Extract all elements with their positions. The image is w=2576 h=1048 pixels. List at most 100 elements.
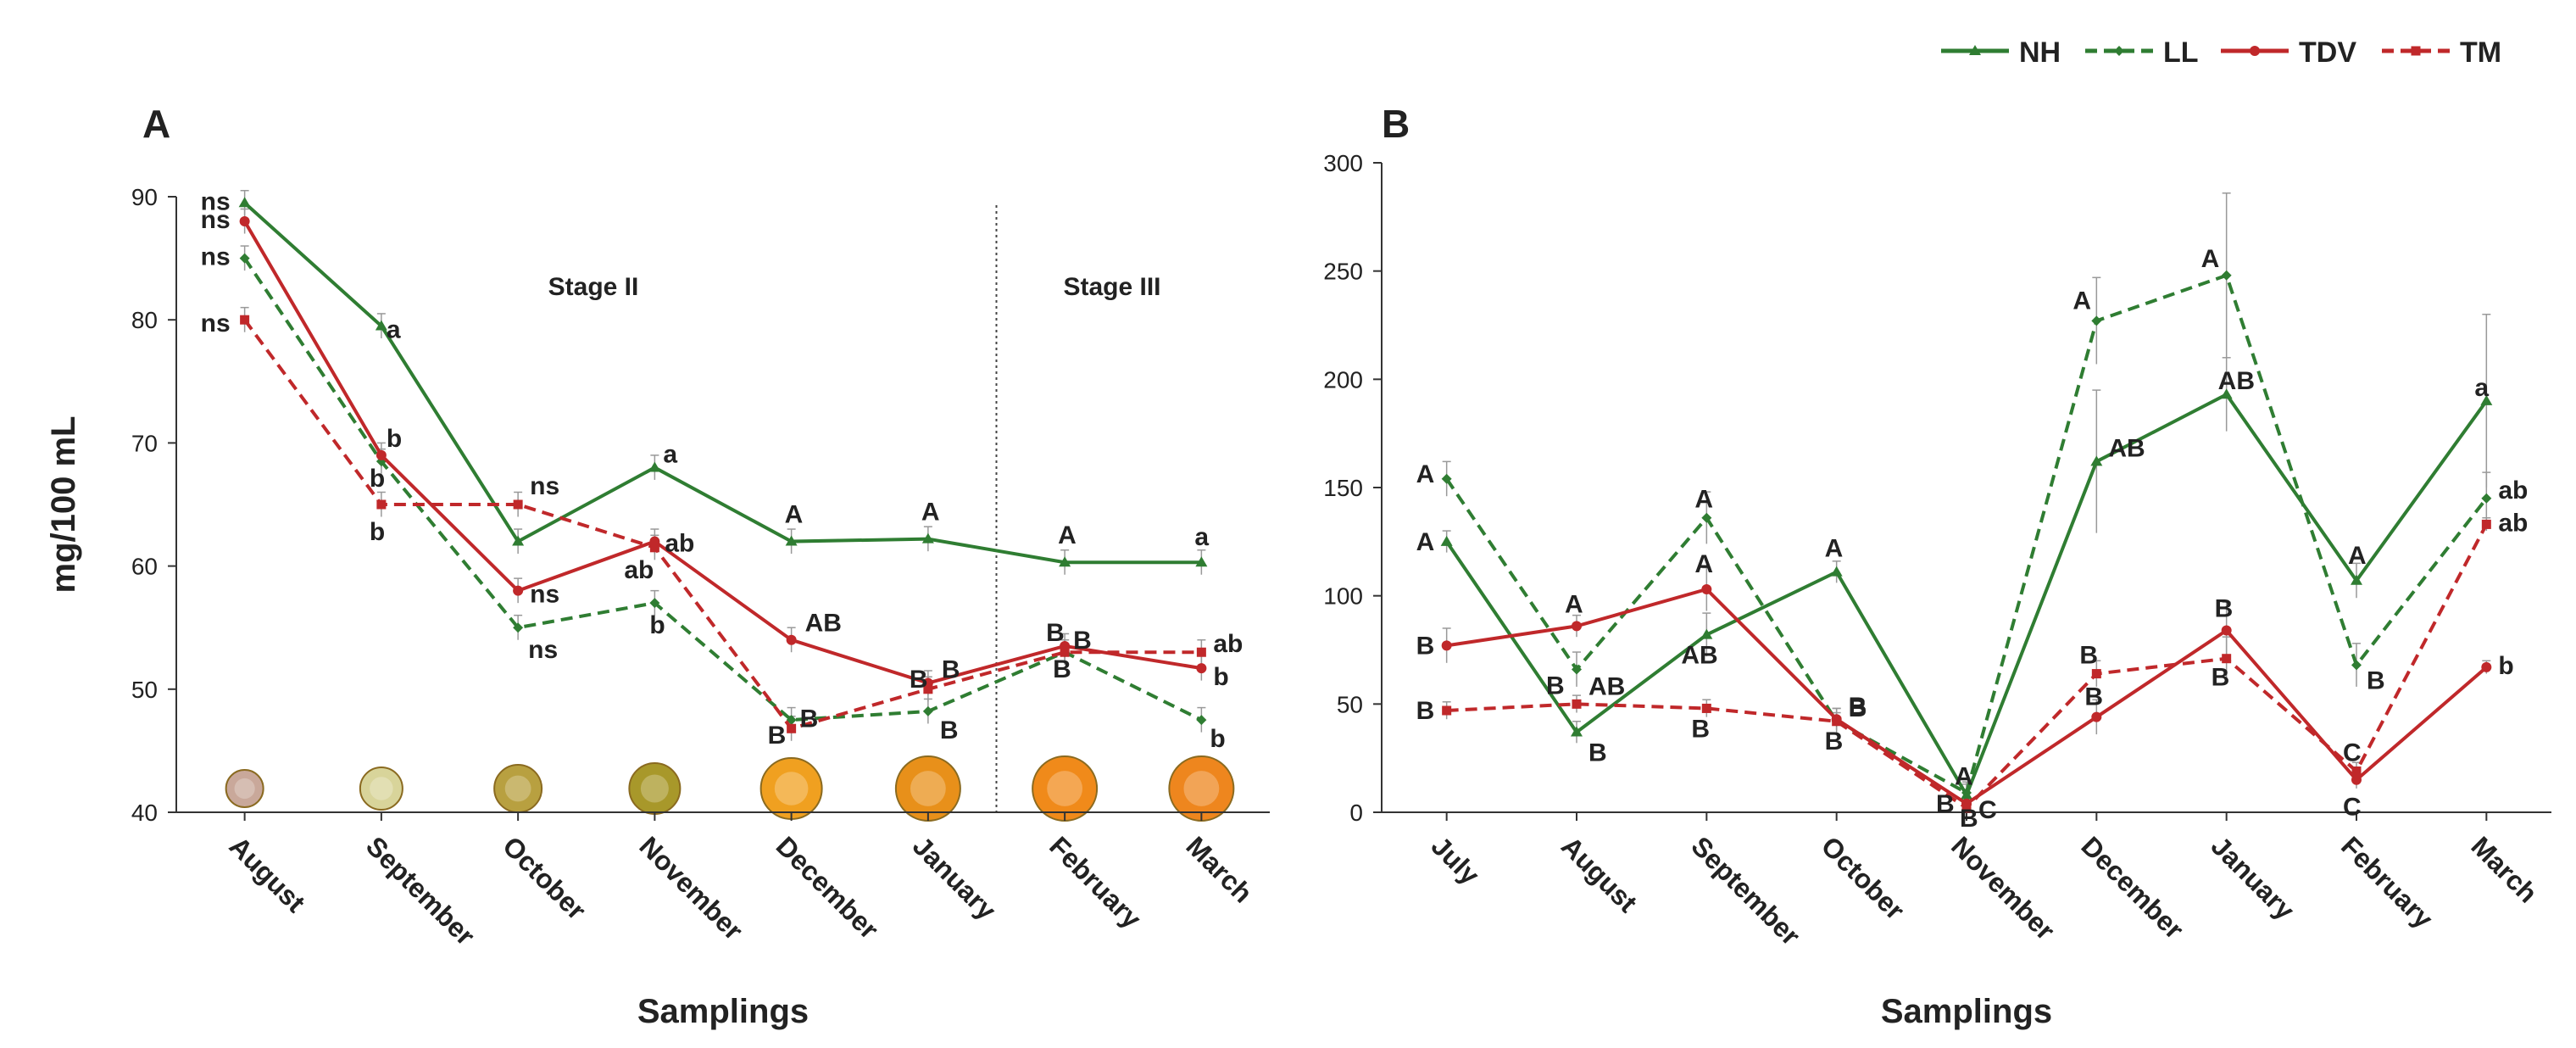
data-point-ll: [2221, 270, 2232, 281]
data-label-ll: b: [370, 465, 385, 493]
data-label-tm: B: [910, 666, 928, 694]
fruit-photo: [1032, 755, 1099, 822]
y-tick-label: 200: [1323, 366, 1363, 393]
data-point-nh: [2220, 388, 2233, 399]
series-line-tm: [243, 319, 1202, 731]
fruit-photo: [359, 766, 403, 811]
data-point-tdv: [513, 585, 524, 596]
legend-marker-tdv: [2250, 46, 2260, 56]
data-label-tm: B: [1849, 693, 1867, 721]
data-point-ll: [2091, 315, 2102, 326]
panel-b-label: B: [1382, 102, 1410, 146]
data-point-nh: [648, 461, 661, 472]
x-tick-label: February: [1043, 830, 1147, 934]
data-label-tm: B: [1960, 805, 1978, 833]
data-label-tdv: b: [2498, 652, 2513, 680]
x-tick-label: October: [1816, 830, 1911, 925]
data-label-nh: A: [1058, 521, 1077, 549]
data-label-tm: B: [2212, 664, 2230, 692]
series-line-nh: [1445, 392, 2488, 800]
y-tick-label: 40: [131, 800, 158, 826]
stage-ii-label: Stage II: [548, 273, 639, 301]
data-label-tm: B: [1073, 627, 1092, 655]
data-point-nh: [1195, 556, 1208, 567]
series-line-ll: [242, 257, 1203, 722]
data-point-tm: [1060, 647, 1070, 657]
fruit-photo-outer: [359, 766, 403, 811]
data-label-tdv: B: [2084, 683, 2103, 711]
data-point-tm: [2222, 654, 2232, 664]
data-label-ll: ns: [201, 243, 231, 271]
data-point-nh: [1440, 535, 1453, 546]
data-label-ll: AB: [1588, 672, 1625, 700]
stage-iii-label: Stage III: [1063, 273, 1160, 301]
data-point-nh: [375, 320, 387, 331]
data-label-tm: ab: [2498, 509, 2528, 537]
fruit-photo: [493, 764, 543, 813]
data-label-tdv: b: [387, 425, 402, 453]
data-point-tdv: [786, 634, 797, 645]
data-label-tdv: B: [2215, 595, 2234, 623]
x-tick-label: November: [633, 830, 748, 945]
data-point-nh: [1700, 628, 1713, 639]
data-point-ll: [2351, 660, 2362, 671]
data-label-nh: ns: [201, 187, 231, 215]
data-point-tm: [649, 543, 659, 553]
series-line-ll: [1445, 273, 2488, 795]
x-tick-label: August: [224, 830, 312, 918]
data-point-ll: [1701, 512, 1712, 523]
data-point-nh: [1571, 726, 1583, 737]
data-label-tm: ns: [530, 472, 559, 500]
panel-b: B 0 50 100 150 200 250 300 July August September O…: [1323, 102, 2551, 1030]
data-point-tm: [2481, 519, 2491, 529]
x-tick-label: January: [2206, 830, 2301, 925]
data-point-tdv: [239, 216, 250, 227]
data-point-tm: [240, 315, 250, 325]
data-label-nh: a: [663, 440, 677, 468]
data-label-ll: B: [940, 716, 959, 744]
legend: NH LL TDV TM: [1941, 36, 2501, 69]
data-label-ll: B: [1849, 694, 1867, 722]
data-point-ll: [2481, 493, 2492, 504]
data-point-nh: [2090, 455, 2103, 466]
data-label-nh: a: [387, 315, 401, 343]
data-point-nh: [1059, 556, 1071, 567]
data-label-ll: B: [768, 722, 787, 750]
x-tick-label: September: [360, 830, 481, 950]
data-point-tdv: [2091, 711, 2102, 722]
data-label-tdv: C: [2343, 794, 2362, 822]
y-tick-label: 50: [1337, 691, 1363, 717]
x-axis-title: Samplings: [1881, 993, 2052, 1030]
data-point-ll: [1961, 788, 1972, 799]
data-label-tdv: B: [1825, 727, 1844, 755]
data-label-nh: a: [1194, 523, 1209, 551]
data-label-tm: B: [1416, 697, 1435, 725]
data-point-ll: [239, 253, 250, 264]
x-tick-label: March: [1180, 830, 1258, 908]
legend-label-nh: NH: [2019, 36, 2061, 69]
y-tick-label: 300: [1323, 150, 1363, 176]
data-point-tm: [2091, 669, 2101, 679]
data-label-ll: A: [1416, 460, 1435, 488]
legend-label-tdv: TDV: [2299, 36, 2356, 69]
fruit-photo: [759, 757, 823, 820]
data-point-ll: [922, 705, 933, 716]
fruit-photo: [628, 762, 682, 815]
x-tick-label: August: [1555, 830, 1644, 918]
data-label-tdv: B: [1936, 790, 1955, 818]
y-tick-label: 100: [1323, 583, 1363, 610]
x-tick-label: February: [2335, 830, 2439, 934]
data-point-tm: [1196, 647, 1206, 657]
data-label-ll: b: [1210, 725, 1225, 753]
data-label-nh: AB: [2218, 367, 2255, 395]
data-label-tm: B: [2079, 642, 2098, 670]
data-point-nh: [2480, 394, 2493, 405]
data-point-tm: [1961, 803, 1972, 813]
data-label-ll: B: [2367, 666, 2385, 694]
y-tick-label: 60: [131, 554, 158, 580]
y-tick-label: 50: [131, 677, 158, 703]
data-label-nh: B: [1588, 739, 1607, 767]
x-tick-label: January: [907, 830, 1002, 925]
data-label-tm: B: [800, 705, 819, 733]
fruit-photo-core: [370, 777, 393, 800]
